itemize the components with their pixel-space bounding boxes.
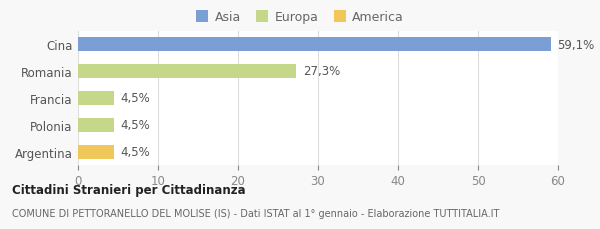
Text: COMUNE DI PETTORANELLO DEL MOLISE (IS) - Dati ISTAT al 1° gennaio - Elaborazione: COMUNE DI PETTORANELLO DEL MOLISE (IS) -… xyxy=(12,208,499,218)
Text: 4,5%: 4,5% xyxy=(121,146,150,159)
Text: Cittadini Stranieri per Cittadinanza: Cittadini Stranieri per Cittadinanza xyxy=(12,183,245,196)
Bar xyxy=(78,65,296,78)
Text: 4,5%: 4,5% xyxy=(121,119,150,132)
Text: 59,1%: 59,1% xyxy=(557,38,595,51)
Bar xyxy=(78,145,114,159)
Text: 27,3%: 27,3% xyxy=(303,65,340,78)
Bar xyxy=(78,119,114,132)
Legend: Asia, Europa, America: Asia, Europa, America xyxy=(191,6,409,29)
Text: 4,5%: 4,5% xyxy=(121,92,150,105)
Bar xyxy=(78,38,551,52)
Bar xyxy=(78,92,114,105)
